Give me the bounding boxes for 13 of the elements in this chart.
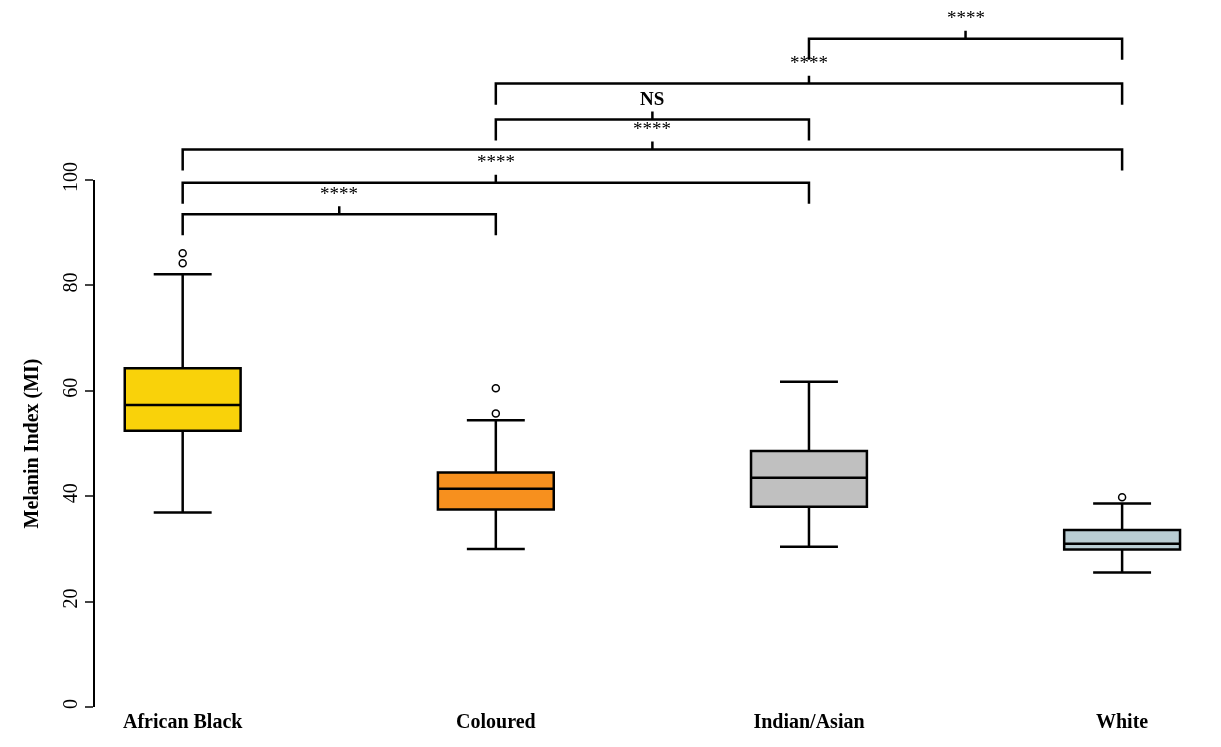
text: **** [947, 7, 985, 28]
x-tick-label: Coloured [456, 710, 536, 732]
y-tick-label: 0 [59, 699, 81, 709]
y-tick-label: 80 [59, 272, 81, 293]
x-tick-label: White [1096, 710, 1149, 732]
x-tick-label: Indian/Asian [753, 710, 865, 732]
text: **** [790, 52, 828, 73]
y-tick-label: 60 [59, 377, 81, 398]
y-axis-title: Melanin Index (MI) [20, 358, 43, 529]
y-tick-label: 100 [59, 162, 81, 192]
y-tick-label: 20 [59, 588, 81, 609]
x-tick-label: African Black [122, 710, 244, 732]
y-tick-label: 40 [59, 483, 81, 504]
